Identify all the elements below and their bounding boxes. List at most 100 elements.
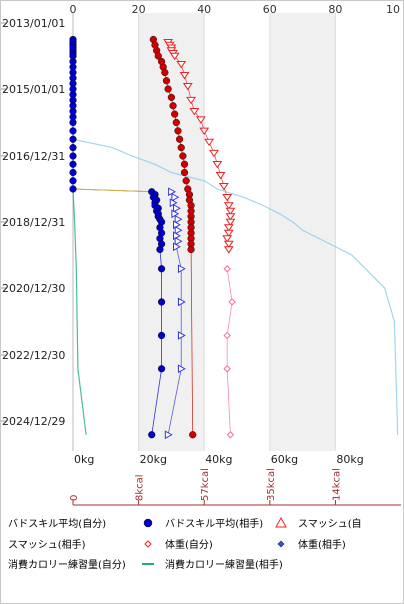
data-point [69, 185, 77, 193]
data-point [171, 110, 179, 118]
data-point [189, 431, 197, 439]
data-point [222, 235, 233, 243]
data-point [180, 168, 189, 177]
data-point [189, 108, 200, 116]
top-tick-label: 40 [197, 3, 211, 16]
legend-label: 体重(自分) [165, 538, 213, 551]
series-line [72, 188, 87, 435]
legend-label: 消費カロリー練習量(自分) [8, 558, 126, 571]
y-tick-label: 2013/01/01 [2, 17, 65, 30]
data-point [182, 82, 193, 91]
series-line [72, 138, 399, 435]
data-point [167, 93, 176, 101]
data-point [228, 298, 236, 306]
y-tick-label: 2024/12/29 [2, 415, 65, 428]
data-point [209, 149, 219, 158]
data-point [204, 138, 215, 147]
top-tick-label: 20 [132, 3, 146, 16]
data-point [179, 71, 190, 80]
data-point [177, 264, 186, 274]
data-point [225, 207, 236, 216]
weight-tick-label: 0kg [74, 453, 94, 466]
data-point [223, 224, 234, 232]
y-tick-label: 2022/12/30 [2, 349, 65, 362]
data-point [69, 118, 77, 127]
data-point [157, 365, 166, 373]
legend-label: 体重(相手) [298, 538, 346, 551]
data-point [169, 102, 177, 110]
data-point [223, 265, 231, 273]
top-tick-label: 80 [328, 3, 342, 16]
data-point [223, 240, 234, 249]
kcal-tick-label: 14kcal [331, 468, 342, 501]
series-line [226, 268, 233, 435]
legend-label: バドスキル平均(自分) [8, 517, 106, 530]
data-point [69, 160, 77, 168]
data-point [225, 218, 236, 227]
data-point [156, 245, 164, 254]
data-point [177, 144, 185, 152]
weight-tick-label: 60kg [271, 453, 298, 466]
data-point [69, 177, 77, 185]
y-tick-label: 2018/12/31 [2, 216, 65, 229]
weight-tick-label: 40kg [205, 453, 232, 466]
legend-swatch [144, 540, 152, 548]
data-point [223, 246, 234, 254]
data-point [186, 96, 197, 105]
data-point [176, 60, 187, 69]
kcal-tick-label: 8kcal [135, 474, 146, 501]
y-tick-label: 2016/12/31 [2, 150, 65, 163]
weight-tick-label: 80kg [336, 453, 363, 466]
data-point [223, 365, 231, 373]
data-point [172, 118, 180, 127]
data-point [223, 202, 234, 210]
legend-label: 消費カロリー練習量(相手) [165, 558, 283, 571]
legend-label: バドスキル平均(相手) [165, 517, 263, 530]
data-point [179, 152, 187, 160]
data-point [187, 245, 195, 254]
data-point [69, 168, 77, 177]
weight-tick-label: 20kg [140, 453, 167, 466]
data-point [212, 160, 223, 169]
data-point [176, 135, 184, 143]
data-point [171, 192, 180, 202]
data-point [162, 77, 171, 85]
legend-swatch [275, 516, 287, 528]
kcal-tick-label: 35kcal [266, 468, 277, 501]
data-point [169, 52, 180, 61]
data-point [154, 52, 162, 60]
legend-swatch [143, 518, 153, 528]
data-point [222, 193, 233, 202]
data-point [215, 171, 226, 180]
y-tick-label: 2015/01/01 [2, 83, 65, 96]
data-point [195, 116, 206, 124]
data-point [226, 431, 235, 439]
data-point [69, 152, 77, 160]
data-point [223, 229, 234, 238]
data-point [69, 135, 77, 143]
data-point [164, 85, 172, 93]
data-point [69, 127, 77, 135]
legend-label: スマッシュ(自 [298, 517, 362, 530]
shaded-band [269, 13, 336, 451]
data-point [157, 298, 166, 306]
top-tick-label: 0 [70, 3, 77, 16]
data-point [148, 431, 156, 439]
data-point [199, 127, 210, 135]
data-point [157, 265, 166, 273]
data-point [177, 364, 186, 374]
kcal-tick-label: 0 [69, 495, 80, 501]
data-point [173, 242, 181, 252]
data-point [174, 127, 182, 135]
data-point [174, 236, 183, 246]
top-tick-label: 10 [386, 3, 400, 16]
data-point [164, 430, 173, 440]
top-tick-label: 60 [263, 3, 277, 16]
legend-label: スマッシュ(相手) [8, 538, 86, 551]
kcal-tick-label: 57kcal [200, 468, 211, 501]
data-point [177, 297, 186, 307]
data-point [180, 160, 189, 168]
data-point [177, 331, 186, 340]
legend-swatch [277, 540, 285, 548]
